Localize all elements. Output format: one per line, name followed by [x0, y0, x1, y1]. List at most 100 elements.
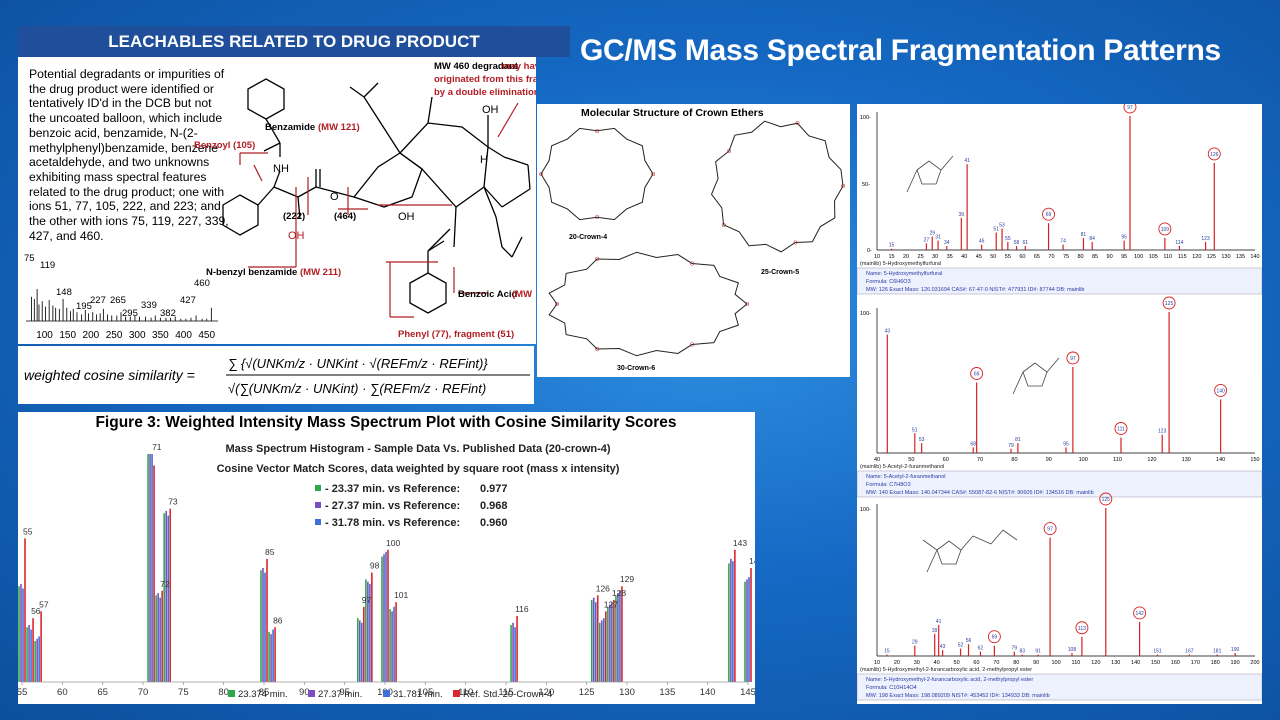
- fig3-bar: [605, 611, 607, 682]
- nist-spectra: 100-50-0-10 15 20 25 30 35 40 45 50 55 60 65 70 75 80 8…: [857, 104, 1262, 701]
- nist-spectra-panel: 100- 50- 0- 10 15 20 25 30 35 40 45 50 55 60 65 70 75 80 8…: [857, 104, 1262, 704]
- nist-peak-label: 51: [912, 427, 918, 433]
- nist-x-tick: 60: [973, 660, 979, 666]
- nist-x-tick: 130: [1182, 457, 1191, 463]
- nist-peak-label: 181: [1213, 649, 1222, 655]
- nist-peak-label: 34: [944, 240, 950, 246]
- nist-peak-label: 95: [1121, 235, 1127, 241]
- nist-x-tick: 100: [1134, 254, 1143, 260]
- nist-peak-label: 41: [964, 158, 970, 164]
- fig3-bar: [268, 631, 270, 682]
- mini-spectrum-tick: 400: [175, 330, 192, 341]
- fig3-legend-swatch: [453, 690, 460, 697]
- nist-x-tick: 10: [874, 254, 880, 260]
- mw460-note-3: by a double elimination (-2H₂): [434, 87, 536, 98]
- nist-x-tick: 110: [1072, 660, 1081, 666]
- nist-peak-label: 15: [889, 243, 895, 249]
- crown-oxygen: O: [690, 343, 695, 349]
- fig3-peak-label: 100: [386, 538, 400, 548]
- fig3-x-tick: 95: [339, 687, 350, 698]
- crown-oxygen: O: [793, 240, 798, 246]
- nist-y-tick: 0-: [867, 248, 872, 254]
- nist-peak-label: 29: [912, 640, 918, 646]
- nist-peak-label: 74: [1060, 239, 1066, 245]
- nist-caption: (mainlib) 5-Hydroxymethylfurfural: [860, 261, 941, 267]
- nist-info-line: MW: 198 Exact Mass: 198.089209 NIST#: 45…: [866, 693, 1050, 699]
- fig3-peak-label: 143: [733, 538, 747, 548]
- fig3-bar: [744, 581, 746, 682]
- fig3-title: Figure 3: Weighted Intensity Mass Spectr…: [95, 414, 676, 431]
- nist-peak-label: 97: [1070, 356, 1076, 362]
- crown-oxygen: O: [595, 347, 600, 353]
- nist-y-tick: 100-: [860, 115, 871, 121]
- mini-spectrum-tick: 200: [83, 330, 100, 341]
- mini-spectrum-tick: 450: [198, 330, 215, 341]
- fig3-peak-label: 57: [39, 599, 49, 609]
- nist-caption: (mainlib) 5-Hydroxymethyl-2-furancarboxy…: [860, 667, 1032, 673]
- fig3-bar: [157, 593, 159, 682]
- cosine-formula: weighted cosine similarity = ∑ {√(UNKm/z…: [24, 356, 530, 396]
- fig3-legend-label: 23.374 min.: [238, 689, 288, 700]
- fig3-peak-label: 72: [160, 579, 170, 589]
- fig3-bar: [613, 599, 615, 682]
- oh-label-2: OH: [482, 104, 499, 116]
- nist-peak-label: 83: [1019, 649, 1025, 655]
- benzamide-mw: (MW 121): [318, 122, 360, 133]
- fig3-bar: [266, 558, 268, 682]
- fig3-x-tick: 115: [498, 687, 513, 698]
- nist-peak-label: 97: [1047, 527, 1053, 533]
- nist-peak-label: 95: [1063, 441, 1069, 447]
- fig3-score-value: 0.968: [480, 500, 508, 512]
- nist-peak-label: 41: [936, 619, 942, 625]
- nist-peak-label: 62: [978, 646, 984, 652]
- nist-x-tick: 130: [1111, 660, 1120, 666]
- nist-x-tick: 20: [894, 660, 900, 666]
- nist-spectrum: 100- 40 50 60 70 80 90 100 110 120 130 140 150 43 5153…: [857, 296, 1262, 498]
- nist-peak-label: 125: [1102, 497, 1111, 503]
- nist-x-tick: 115: [1178, 254, 1187, 260]
- mini-spectrum-tick: 350: [152, 330, 169, 341]
- fig3-bar: [262, 568, 264, 682]
- mini-spectrum-tick: 300: [129, 330, 146, 341]
- fig3-peak-label: 116: [515, 604, 529, 614]
- mini-spectrum-tick: 100: [36, 330, 53, 341]
- fig3-x-tick: 145: [740, 687, 755, 698]
- fig3-bar: [169, 508, 171, 682]
- nist-peak-label: 79: [1008, 443, 1014, 449]
- nist-x-tick: 120: [1147, 457, 1156, 463]
- molecule-structure: [922, 529, 1018, 573]
- fig3-bar: [395, 602, 397, 682]
- fig3-bar: [611, 602, 613, 682]
- crown-label-20: 20-Crown-4: [569, 234, 607, 241]
- fig3-peak-label: 128: [612, 588, 626, 598]
- fig3-bar: [272, 629, 274, 682]
- fig3-bar: [30, 629, 32, 682]
- fig3-bar: [389, 609, 391, 682]
- nist-x-tick: 125: [1207, 254, 1216, 260]
- nist-x-tick: 120: [1091, 660, 1100, 666]
- fig3-bar: [151, 454, 153, 682]
- fig3-peak-label: 55: [23, 526, 33, 536]
- nist-peak-label: 56: [966, 638, 972, 644]
- nist-spectrum: 100- 10 20 30 40 50 60 70 80 90 100 110 120 130 140 150…: [857, 492, 1262, 701]
- benzamide-label: Benzamide: [265, 122, 315, 133]
- nist-peak-label: 53: [999, 223, 1005, 229]
- molecule-structure: [906, 155, 954, 193]
- nist-peak-label: 31: [935, 235, 941, 241]
- nist-y-tick: 100-: [860, 311, 871, 317]
- crown-label-30: 30-Crown-6: [617, 365, 655, 372]
- fig3-x-tick: 65: [97, 687, 108, 698]
- nist-x-tick: 120: [1192, 254, 1201, 260]
- mw460-note-2: originated from this fragment: [434, 74, 536, 85]
- nist-peak-label: 27: [924, 237, 930, 243]
- nist-x-tick: 65: [1034, 254, 1040, 260]
- nist-x-tick: 90: [1046, 457, 1052, 463]
- fig3-bar: [592, 597, 595, 682]
- nist-peak-label: 68: [970, 441, 976, 447]
- crown-oxygen: O: [690, 261, 695, 267]
- mini-spectrum-label: 227: [90, 295, 106, 306]
- fig3-x-tick: 120: [538, 687, 554, 698]
- fig3-score-swatch: [315, 485, 321, 491]
- nist-peak-label: 140: [1216, 388, 1225, 394]
- nist-x-tick: 55: [1005, 254, 1011, 260]
